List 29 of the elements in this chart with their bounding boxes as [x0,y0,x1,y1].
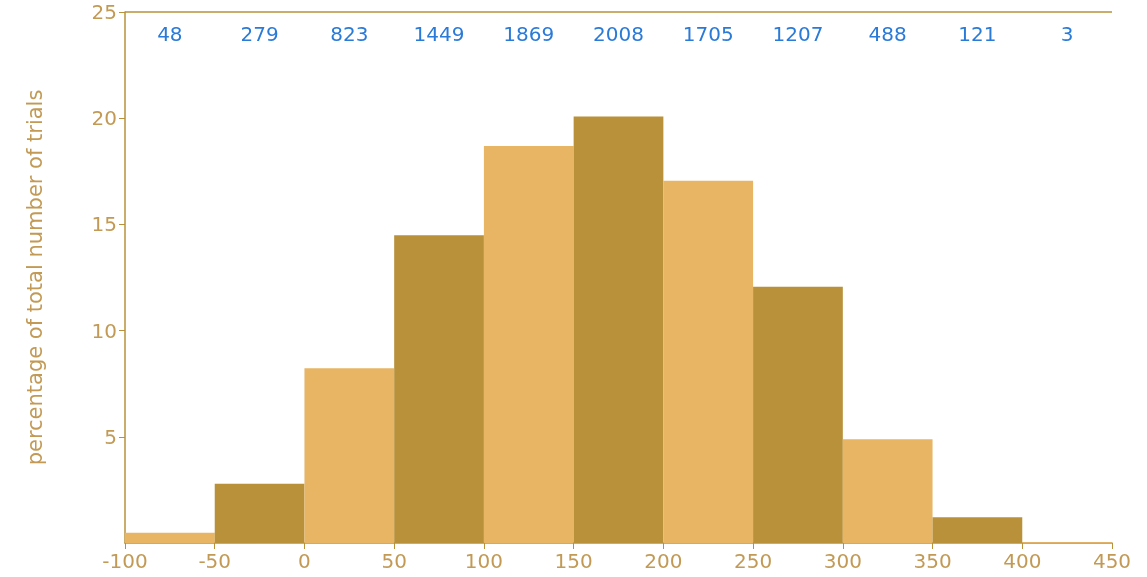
y-tick-label: 20 [91,106,117,131]
y-tick-label: 10 [91,318,117,343]
x-tick-label: 400 [1003,549,1042,573]
y-tick-label: 15 [91,212,117,237]
annotation: 121 [958,22,997,46]
annotation: 1869 [503,22,555,46]
y-tick-label: 5 [104,424,117,449]
annotation: 48 [157,22,183,46]
x-tick-label: 250 [734,549,773,573]
y-axis-title: percentage of total number of trials [22,89,47,466]
x-tick-label: -50 [198,549,232,573]
x-tick-label: 100 [464,549,503,573]
x-tick-label: 450 [1092,549,1132,573]
annotation: 279 [240,22,279,46]
y-tick-label: 25 [91,0,117,24]
annotation: 1207 [772,22,824,46]
x-tick-label: 200 [644,549,683,573]
x-tick-label: 50 [381,549,407,573]
annotation: 488 [868,22,907,46]
x-tick-label: 0 [298,549,311,573]
x-tick-label: -100 [102,549,148,573]
annotation: 1705 [682,22,734,46]
x-tick-label: 300 [823,549,862,573]
x-tick-label: 350 [913,549,952,573]
x-tick-label: 150 [554,549,593,573]
annotation: 1449 [413,22,465,46]
annotation: 2008 [593,22,644,46]
annotation: 3 [1060,22,1074,46]
annotation: 823 [330,22,369,46]
